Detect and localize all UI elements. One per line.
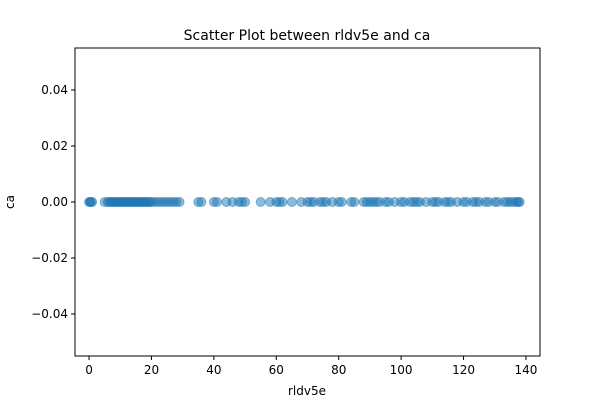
x-tick-label: 80 — [331, 363, 346, 377]
x-tick-label: 140 — [515, 363, 538, 377]
scatter-point — [174, 197, 185, 207]
data-points — [84, 197, 525, 207]
y-tick-label: 0.02 — [41, 139, 68, 153]
x-tick-label: 100 — [390, 363, 413, 377]
y-tick-label: 0.00 — [41, 195, 68, 209]
scatter-point — [196, 197, 207, 207]
x-axis-label: rldv5e — [288, 384, 326, 398]
x-tick-label: 120 — [452, 363, 475, 377]
y-tick-label: −0.02 — [31, 251, 68, 265]
y-tick-label: −0.04 — [31, 307, 68, 321]
scatter-point — [240, 197, 251, 207]
x-axis: 0 20 40 60 80 100 120 140 — [85, 356, 537, 377]
scatter-point — [211, 197, 222, 207]
x-tick-label: 60 — [269, 363, 284, 377]
scatter-point — [277, 197, 288, 207]
scatter-point — [87, 197, 98, 207]
scatter-point — [255, 197, 266, 207]
scatter-point — [336, 197, 347, 207]
scatter-point — [286, 197, 297, 207]
chart-title: Scatter Plot between rldv5e and ca — [184, 28, 431, 44]
x-tick-label: 0 — [85, 363, 93, 377]
scatter-point — [349, 197, 360, 207]
y-axis-label: ca — [3, 195, 17, 209]
x-tick-label: 20 — [144, 363, 159, 377]
x-tick-label: 40 — [206, 363, 221, 377]
scatter-point — [514, 197, 525, 207]
y-tick-label: 0.04 — [41, 83, 68, 97]
y-axis: −0.04 −0.02 0.00 0.02 0.04 — [31, 83, 75, 321]
